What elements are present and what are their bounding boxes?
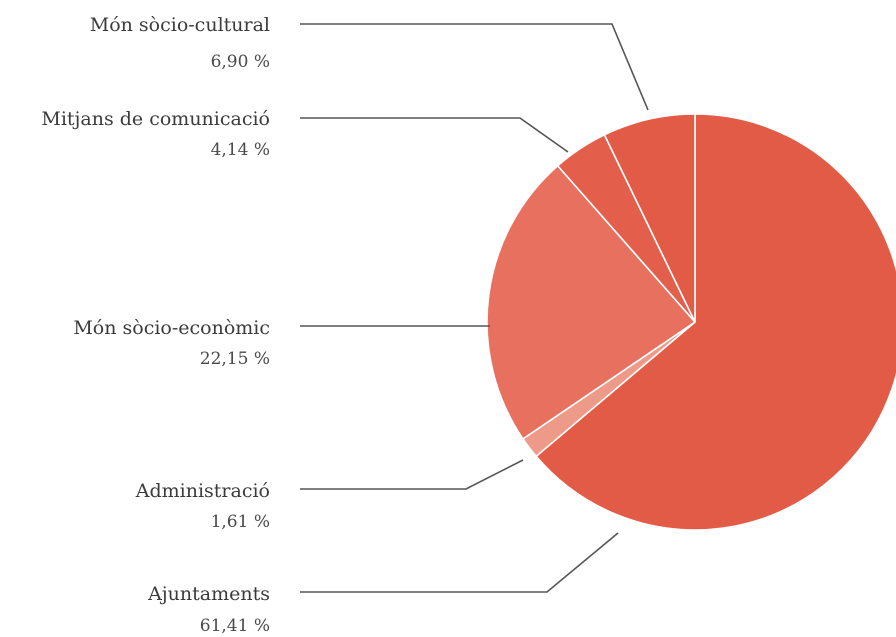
slice-label-mon-socio-economic: Món sòcio-econòmic [73,317,270,339]
leader-line-ajuntaments [300,532,619,593]
slice-labels: Món sòcio-cultural 6,90 % Mitjans de com… [41,14,270,636]
slice-value-ajuntaments: 61,41 % [200,616,270,636]
pie-slices [486,113,896,531]
leader-line-mon-socio-cultural [300,23,649,111]
slice-label-ajuntaments: Ajuntaments [147,583,270,605]
pie-slice-ajuntaments [535,113,896,531]
leader-lines [300,23,649,593]
leader-line-mitjans-de-comunicacio [300,117,569,153]
slice-label-administracio: Administració [135,480,270,502]
pie-slice-mon-socio-economic [486,164,697,441]
slice-value-mon-socio-economic: 22,15 % [200,349,270,369]
slice-value-mitjans-de-comunicacio: 4,14 % [211,140,270,160]
leader-line-administracio [300,459,524,490]
slice-value-administracio: 1,61 % [211,512,270,532]
slice-label-mitjans-de-comunicacio: Mitjans de comunicació [41,108,270,130]
pie-slice-mon-socio-cultural [603,113,696,323]
slice-value-mon-socio-cultural: 6,90 % [211,52,270,72]
slice-label-mon-socio-cultural: Món sòcio-cultural [90,14,270,36]
